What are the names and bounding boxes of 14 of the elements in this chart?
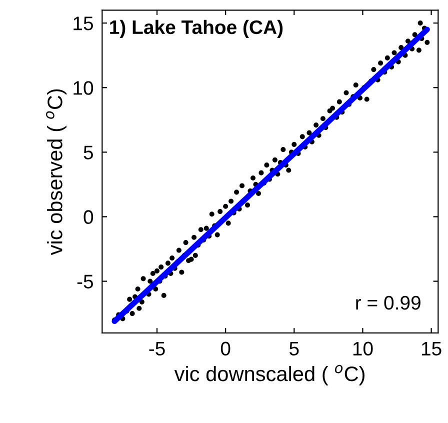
x-tick-label: 5	[290, 342, 299, 356]
y-tick-label: 5	[84, 146, 93, 160]
y-tick-label: 10	[74, 81, 94, 95]
y-tick-label: 15	[74, 16, 93, 30]
annotation: r = 0.99	[356, 296, 420, 310]
y-tick-label: -5	[77, 274, 93, 288]
x-tick-label: 0	[220, 342, 230, 356]
y-tick-label: 0	[84, 210, 94, 224]
y-axis-title: vic observed ( $^{o}$C)	[46, 89, 66, 256]
chart-title: 1) Lake Tahoe (CA)	[110, 20, 283, 38]
x-axis-title: vic downscaled ( $^{o}$C)	[174, 364, 364, 386]
x-tick-label: 10	[353, 342, 373, 356]
x-tick-label: 15	[422, 342, 442, 356]
x-tick-label: -5	[149, 342, 165, 356]
